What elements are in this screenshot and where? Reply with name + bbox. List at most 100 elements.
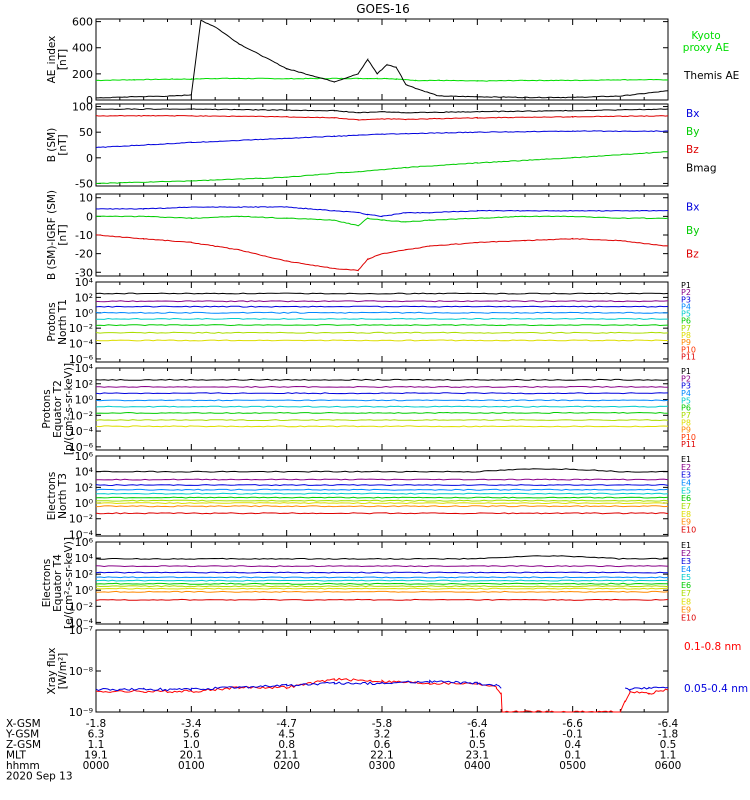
panel-frame (95, 629, 669, 713)
footer-value: 0.8 (278, 739, 295, 751)
series-line (95, 677, 669, 713)
legend-label: P5 (681, 310, 691, 319)
legend-label: E8 (681, 510, 691, 519)
footer-value: 3.2 (374, 729, 391, 741)
legend-label: P11 (681, 440, 696, 449)
series-line (95, 399, 669, 402)
legend-label: Kyoto (691, 30, 720, 42)
series-line (95, 108, 669, 114)
footer-value: 0.1 (564, 750, 581, 762)
legend-label: P4 (681, 302, 691, 311)
series-line (95, 512, 669, 515)
series-line (95, 206, 669, 218)
y-tick-label: -10 (75, 229, 93, 242)
footer-value: -1.8 (658, 729, 679, 741)
legend-label: proxy AE (683, 42, 729, 54)
legend-label: P2 (681, 374, 691, 383)
legend-label: E7 (681, 502, 691, 511)
footer-value: 5.6 (183, 729, 200, 741)
series-line (95, 317, 668, 320)
series-line (95, 505, 669, 508)
footer-value: 21.1 (275, 750, 298, 762)
legend-label: P3 (681, 382, 691, 391)
y-tick-label: 10 (79, 192, 93, 205)
legend-label: P1 (681, 367, 691, 376)
chart-panel: 10⁻⁴ 10⁻² 10⁰ 10² 10⁴ 10⁶ Electrons Equator T4[… (41, 536, 696, 629)
y-tick-label: 10⁶ (75, 450, 94, 463)
series-line (95, 582, 669, 585)
y-tick-label: 10² (75, 378, 93, 391)
series-line (95, 130, 668, 149)
legend-label: Bx (686, 108, 699, 120)
y-tick-label: 10⁴ (75, 466, 94, 479)
series-line (95, 300, 669, 303)
legend-label: E9 (681, 605, 691, 614)
legend-label: P7 (681, 324, 691, 333)
y-tick-label: 10⁻² (69, 409, 93, 422)
series-line (96, 19, 669, 99)
legend-label: E1 (681, 455, 691, 464)
y-tick-label: 10⁴ (75, 552, 94, 565)
y-axis-label: [nT] (57, 224, 69, 245)
footer-row-label: Z-GSM (6, 739, 41, 751)
y-tick-label: 200 (72, 68, 93, 81)
footer-value: 20.1 (180, 750, 203, 762)
series-line (95, 492, 669, 495)
series-line (95, 425, 669, 428)
footer-value: -6.4 (658, 718, 679, 730)
y-tick-label: 0 (86, 210, 93, 223)
series-line (95, 311, 669, 314)
y-tick-label: 10² (75, 291, 93, 304)
footer-value: 0.4 (564, 739, 581, 751)
legend-label: E9 (681, 518, 691, 527)
legend-label: P10 (681, 345, 696, 354)
y-tick-label: 0 (86, 94, 93, 107)
y-tick-label: 10⁻⁴ (69, 616, 94, 629)
series-line (95, 679, 669, 692)
footer-value: 6.3 (88, 729, 105, 741)
y-axis-label: Protons (41, 389, 53, 428)
legend-label: P8 (681, 418, 691, 427)
series-line (95, 468, 669, 473)
series-line (95, 405, 669, 408)
legend-label: P6 (681, 404, 691, 413)
series-line (95, 392, 669, 395)
y-axis-label: Xray flux (46, 648, 58, 695)
legend-label: E5 (681, 486, 691, 495)
y-tick-label: 10⁻² (69, 600, 93, 613)
footer-value: -6.4 (467, 718, 488, 730)
y-tick-label: 10⁻⁷ (69, 624, 93, 637)
y-tick-label: 10⁻² (69, 322, 93, 335)
y-tick-label: 10⁻⁶ (69, 353, 94, 366)
legend-label: 0.05-0.4 nm (684, 683, 748, 695)
panel-frame (95, 193, 669, 277)
legend-label: By (686, 126, 699, 138)
legend-label: E4 (681, 479, 691, 488)
y-axis-label: North T1 (57, 299, 69, 345)
y-axis-label: North T3 (57, 473, 69, 519)
series-line (95, 324, 669, 327)
legend-label: E2 (681, 549, 691, 558)
footer-value: 4.5 (278, 729, 295, 741)
footer-value: 0400 (464, 760, 491, 772)
legend-label: E10 (681, 526, 696, 535)
series-line (95, 419, 669, 422)
footer-row-label: Y-GSM (5, 729, 39, 741)
series-line (96, 499, 669, 502)
y-axis-label: [e/(cm²-s-sr-keV)] (63, 537, 75, 629)
legend-label: Bmag (686, 162, 717, 174)
footer-value: 0.5 (469, 739, 486, 751)
footer-value: 0600 (655, 760, 682, 772)
footer-value: 22.1 (370, 750, 393, 762)
legend-label: Bx (686, 201, 699, 213)
panel-frame (95, 18, 669, 101)
legend-label: Themis AE (683, 70, 739, 82)
footer-row-label: X-GSM (6, 718, 41, 730)
y-tick-label: 0 (86, 152, 93, 165)
y-tick-label: 10⁰ (75, 584, 94, 597)
footer-value: -3.4 (181, 718, 202, 730)
chart-panel: 10⁻⁹ 10⁻⁸ 10⁻⁷ Xray flux [W/m²] 0.1-0.8 nm 0.0… (46, 624, 748, 719)
series-line (95, 305, 669, 308)
